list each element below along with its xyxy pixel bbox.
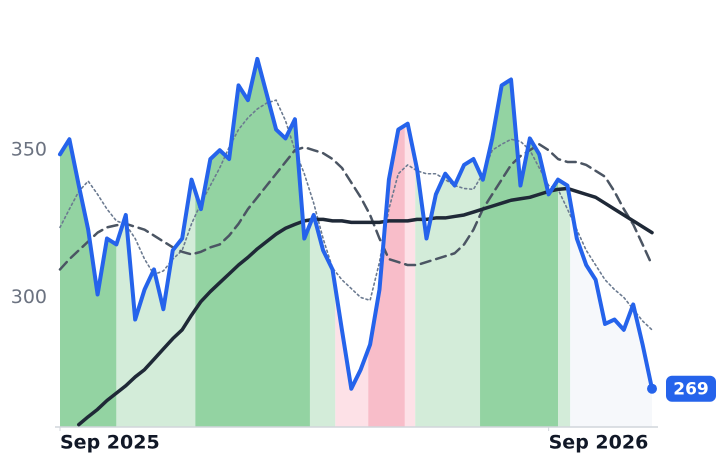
last-value-label: 269 <box>673 380 709 400</box>
x-tick-label: Sep 2026 <box>549 432 649 454</box>
region-band <box>309 214 336 427</box>
region-band <box>368 125 405 428</box>
region-band <box>60 139 117 427</box>
region-band <box>415 159 481 427</box>
last-point <box>647 383 657 394</box>
series-line <box>58 56 654 391</box>
region-band <box>404 123 416 427</box>
region-band <box>116 179 196 427</box>
region-band <box>558 179 571 427</box>
region-band <box>195 58 310 428</box>
series-line <box>58 143 654 271</box>
last-value-badge <box>666 375 716 402</box>
y-tick-label: 300 <box>11 286 47 308</box>
x-tick-label: Sep 2025 <box>60 432 160 454</box>
region-band <box>335 287 369 427</box>
region-band <box>570 201 652 427</box>
series-line <box>77 186 654 427</box>
y-tick-label: 350 <box>11 139 47 161</box>
